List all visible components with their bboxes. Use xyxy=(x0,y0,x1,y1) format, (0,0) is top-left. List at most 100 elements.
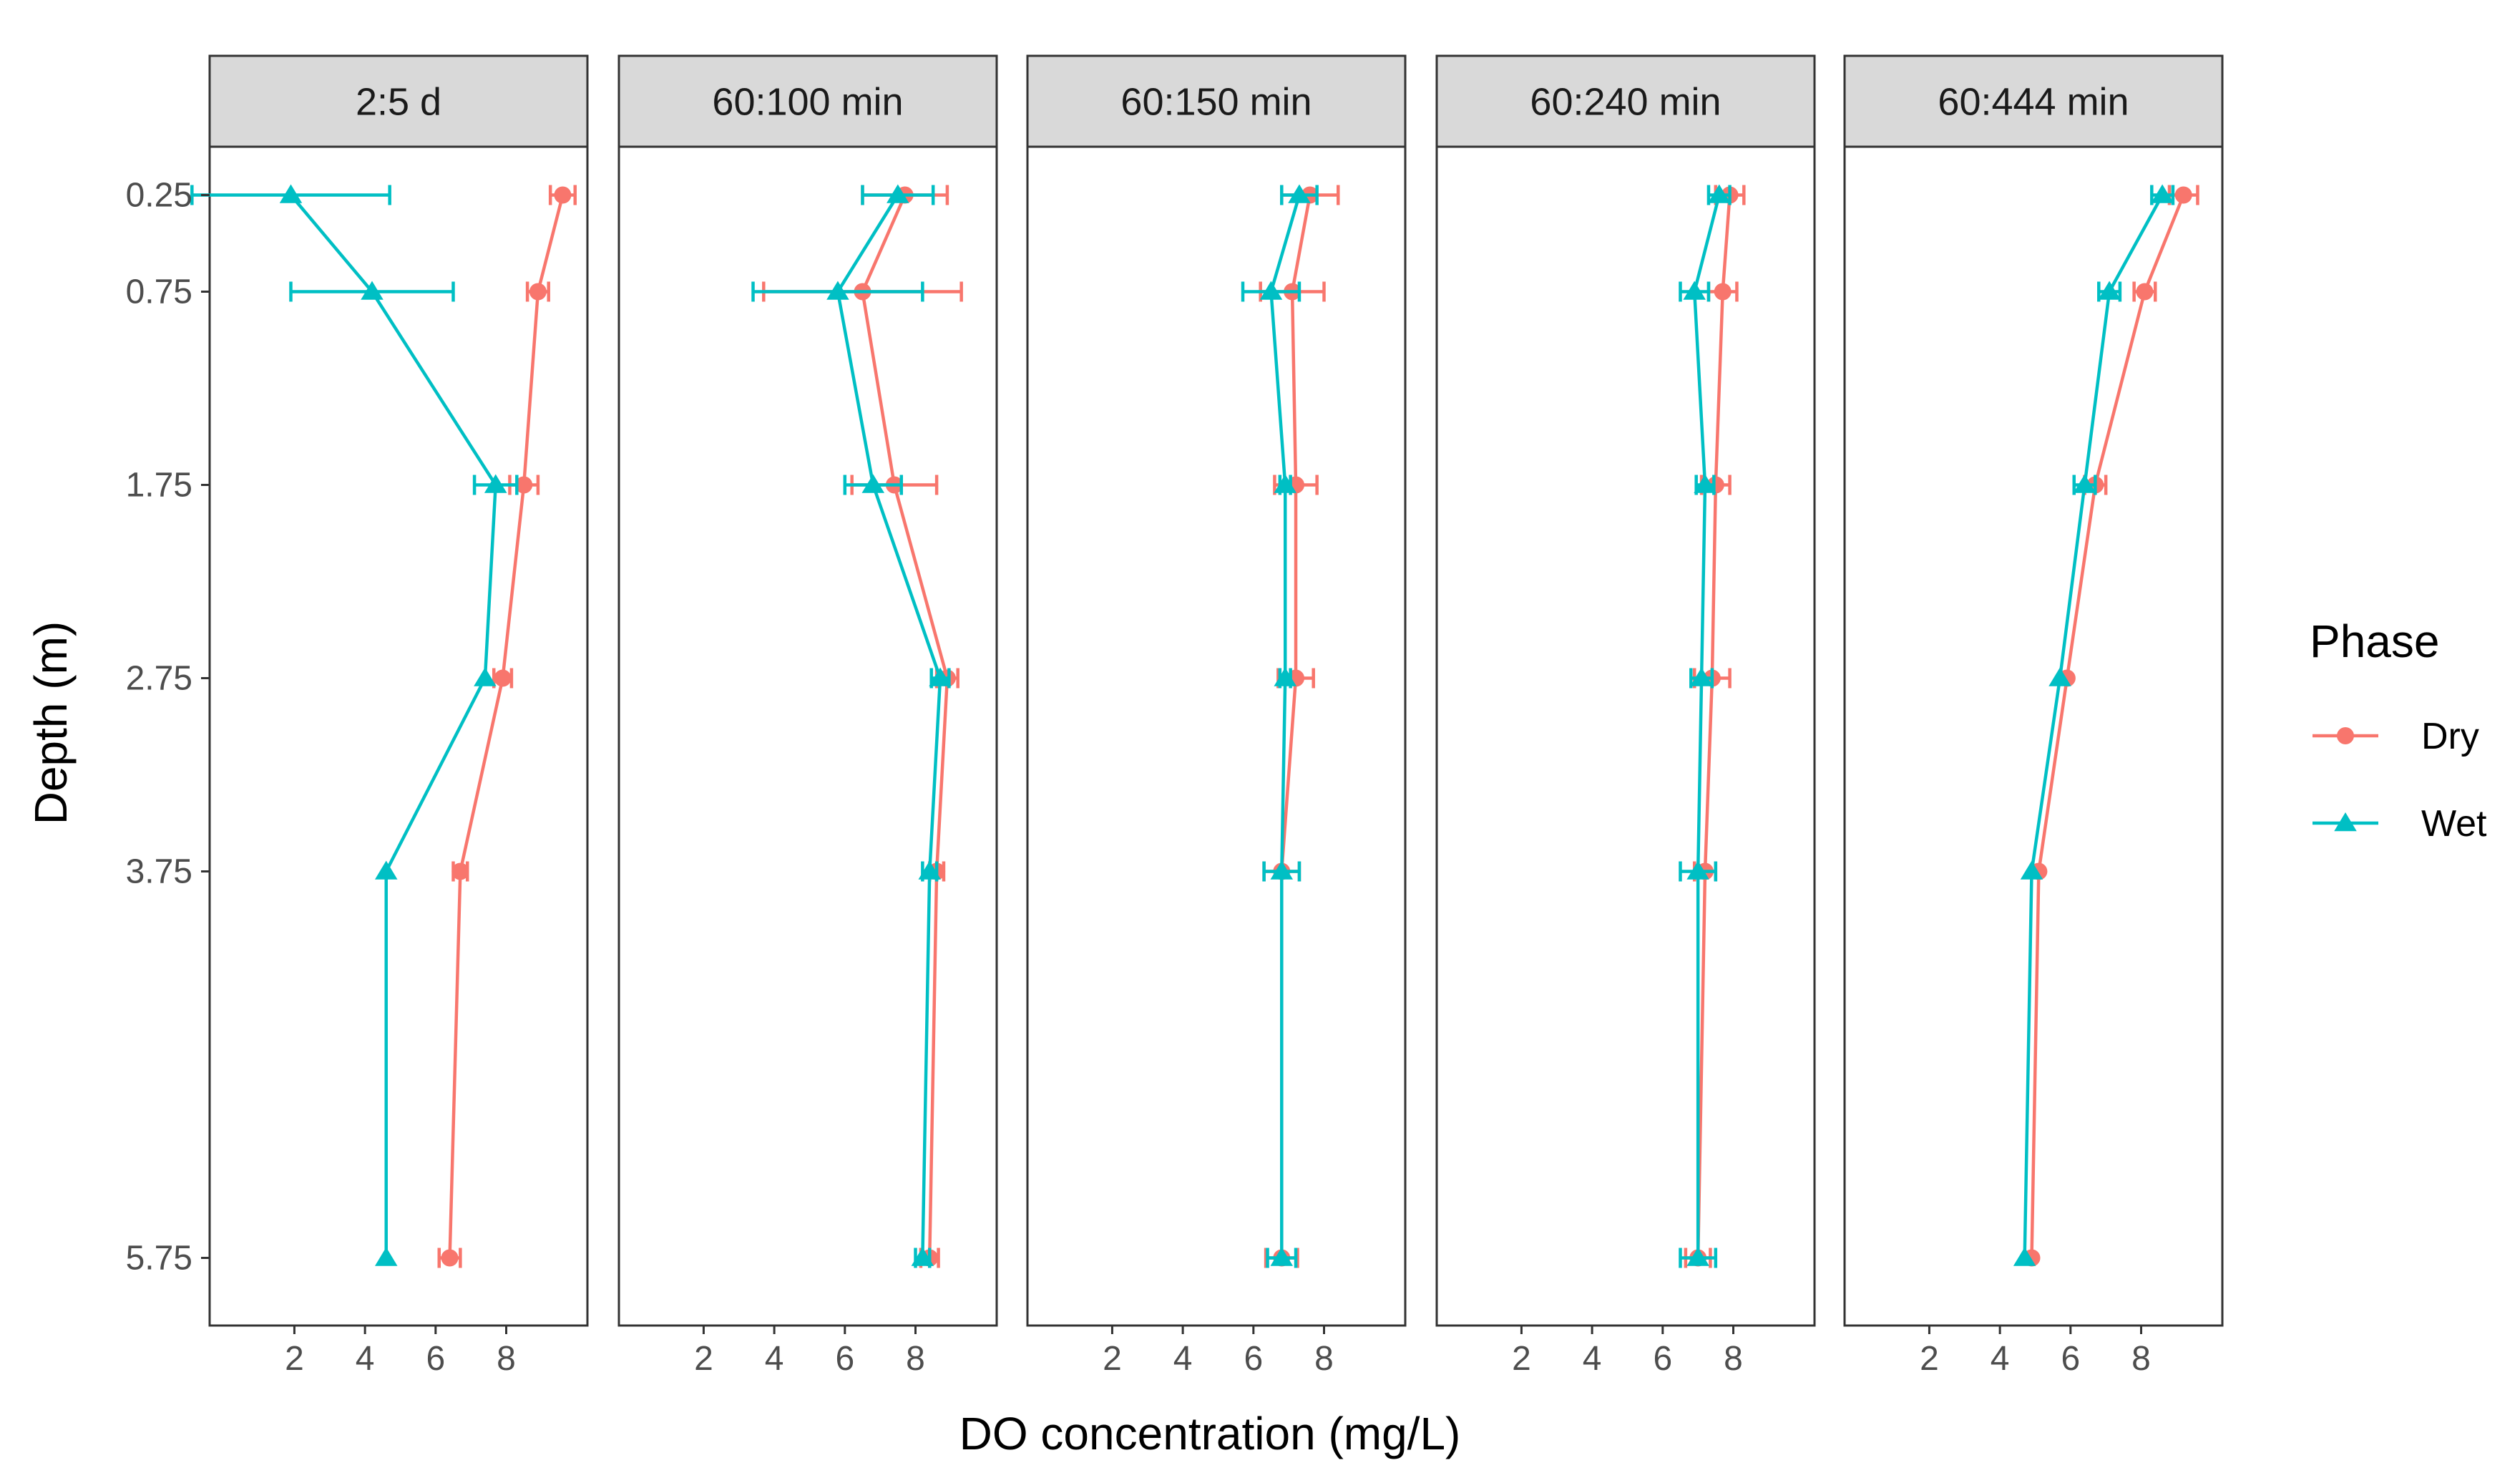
point-marker xyxy=(2098,281,2121,300)
x-tick-label: 2 xyxy=(1103,1340,1122,1378)
point-marker xyxy=(515,476,533,494)
x-tick-label: 2 xyxy=(694,1340,713,1378)
y-tick-label: 0.25 xyxy=(126,177,192,215)
y-axis: 0.25 0.75 1.75 2.75 3.75 5.75 xyxy=(126,177,210,1278)
point-marker xyxy=(451,862,469,880)
y-axis-title: Depth (m) xyxy=(25,621,77,825)
point-marker xyxy=(279,184,303,203)
series-line xyxy=(448,194,565,1258)
facet-strip xyxy=(1026,54,1407,148)
facet-panel: 60:444 min 2 4 6 8 xyxy=(1843,54,2224,1378)
series-wet xyxy=(2013,184,2175,1266)
x-tick-label: 4 xyxy=(1173,1340,1193,1378)
facet-strip-title: 60:240 min xyxy=(1530,81,1721,124)
x-tick-label: 4 xyxy=(356,1340,375,1378)
series-line xyxy=(1696,195,1732,1258)
x-tick-label: 4 xyxy=(1991,1340,2010,1378)
point-marker xyxy=(484,474,507,493)
series-line xyxy=(836,194,942,1258)
point-marker xyxy=(2048,667,2071,686)
x-tick-label: 8 xyxy=(1314,1340,1334,1378)
series-line xyxy=(1692,194,1721,1258)
point-marker xyxy=(2020,860,2043,880)
point-marker xyxy=(494,669,512,687)
plot-area xyxy=(617,145,998,1327)
point-marker xyxy=(918,860,941,880)
y-tick-label: 3.75 xyxy=(126,853,192,891)
x-tick-label: 6 xyxy=(1653,1340,1672,1378)
series-line xyxy=(2030,194,2185,1258)
point-marker xyxy=(529,283,547,301)
point-marker xyxy=(861,474,885,493)
point-marker xyxy=(2174,186,2192,204)
point-marker xyxy=(1690,667,1713,686)
facet-strip-title: 60:100 min xyxy=(712,81,903,124)
point-marker xyxy=(2013,1247,2036,1266)
x-tick-label: 2 xyxy=(1512,1340,1531,1378)
x-tick-label: 8 xyxy=(2131,1340,2151,1378)
x-tick-label: 6 xyxy=(2061,1340,2080,1378)
legend-label: Dry xyxy=(2421,716,2479,757)
y-tick-label: 2.75 xyxy=(126,660,192,698)
facet-strip-title: 60:444 min xyxy=(1938,81,2129,124)
x-axis-title: DO concentration (mg/L) xyxy=(959,1408,1461,1459)
series-wet xyxy=(1241,184,1319,1268)
point-marker xyxy=(361,281,384,300)
point-marker xyxy=(1708,184,1731,203)
series-line xyxy=(1269,194,1301,1258)
x-tick-label: 4 xyxy=(765,1340,784,1378)
point-marker xyxy=(929,667,952,686)
x-tick-label: 6 xyxy=(1244,1340,1263,1378)
series-wet xyxy=(751,184,952,1268)
x-tick-label: 8 xyxy=(1724,1340,1743,1378)
x-tick-label: 2 xyxy=(285,1340,304,1378)
x-tick-label: 8 xyxy=(906,1340,925,1378)
point-marker xyxy=(1274,667,1296,686)
plot-area xyxy=(208,145,589,1327)
y-tick-label: 5.75 xyxy=(126,1240,192,1278)
x-tick-label: 6 xyxy=(426,1340,445,1378)
point-marker xyxy=(554,186,572,204)
facet-panel: 60:100 min 2 4 6 8 xyxy=(617,54,998,1378)
point-marker xyxy=(441,1249,459,1267)
point-marker xyxy=(1270,1247,1294,1266)
point-marker xyxy=(474,667,497,686)
point-marker xyxy=(2151,184,2174,203)
legend-label: Wet xyxy=(2421,803,2487,845)
point-marker xyxy=(1274,474,1296,493)
point-marker xyxy=(2334,812,2357,832)
series-line xyxy=(289,194,497,1258)
point-marker xyxy=(1683,281,1706,300)
point-marker xyxy=(374,1247,398,1266)
point-marker xyxy=(1694,474,1716,493)
point-marker xyxy=(374,860,398,880)
legend: Phase Dry Wet xyxy=(2310,616,2487,845)
facet-panel: 2:5 d 2 4 6 8 xyxy=(190,54,589,1378)
point-marker xyxy=(1686,860,1709,880)
series-line xyxy=(861,194,949,1258)
legend-title: Phase xyxy=(2310,616,2439,667)
point-marker xyxy=(2073,474,2096,493)
plot-area xyxy=(1435,145,1816,1327)
point-marker xyxy=(887,184,909,203)
x-tick-label: 4 xyxy=(1583,1340,1602,1378)
facet-strip xyxy=(1843,54,2224,148)
x-tick-label: 6 xyxy=(835,1340,854,1378)
point-marker xyxy=(2337,727,2354,744)
point-marker xyxy=(1259,281,1283,300)
series-line xyxy=(2023,194,2164,1258)
facet-strip-title: 2:5 d xyxy=(356,81,441,124)
x-tick-label: 2 xyxy=(1920,1340,1939,1378)
facet-strip xyxy=(617,54,998,148)
point-marker xyxy=(2136,283,2154,301)
x-tick-label: 8 xyxy=(497,1340,516,1378)
point-marker xyxy=(911,1247,934,1266)
point-marker xyxy=(1288,184,1311,203)
facet-strip xyxy=(208,54,589,148)
facet-panel: 60:240 min 2 4 6 8 xyxy=(1435,54,1816,1378)
point-marker xyxy=(826,281,849,300)
facet-strip-title: 60:150 min xyxy=(1120,81,1312,124)
series-dry xyxy=(437,185,577,1268)
